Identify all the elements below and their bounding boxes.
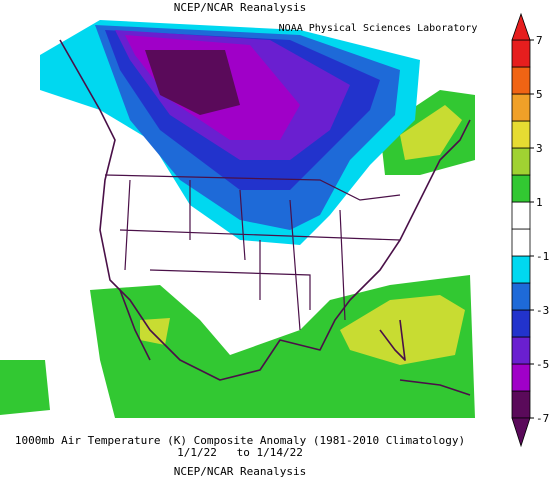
colorbar-bin xyxy=(511,174,531,203)
colorbar-bin xyxy=(511,363,531,392)
colorbar-bin xyxy=(511,390,531,419)
dates: 1/1/22 to 1/14/22 xyxy=(177,446,303,459)
coastline xyxy=(379,319,406,361)
coastline xyxy=(399,379,471,396)
colorbar-bin xyxy=(511,147,531,176)
colorbar-arrow xyxy=(511,417,531,448)
colorbar-tick-label: 1 xyxy=(536,196,543,209)
border xyxy=(104,174,401,331)
colorbar-tick-label: -5 xyxy=(536,358,549,371)
colorbar: 7 5 3 1 -1 -3 -5 -7 xyxy=(511,12,549,448)
anomaly-area xyxy=(140,318,170,345)
colorbar-bin xyxy=(511,201,531,230)
colorbar-bin xyxy=(511,228,531,257)
anomaly-area xyxy=(145,50,240,115)
colorbar-arrow xyxy=(511,12,531,41)
coastline xyxy=(119,289,151,361)
colorbar-tick-label: -7 xyxy=(536,412,549,425)
anomaly-area xyxy=(340,295,465,365)
caption: 1000mb Air Temperature (K) Composite Ano… xyxy=(15,434,465,447)
colorbar-bin xyxy=(511,282,531,311)
colorbar-bin xyxy=(511,39,531,68)
credit: NOAA Physical Sciences Laboratory xyxy=(279,23,478,34)
anomaly-area xyxy=(0,360,50,415)
colorbar-tick-label: 5 xyxy=(536,88,543,101)
colorbar-bin xyxy=(511,93,531,122)
colorbar-bin xyxy=(511,255,531,284)
colorbar-tick-label: 3 xyxy=(536,142,543,155)
colorbar-tick-label: 7 xyxy=(536,34,543,47)
source: NCEP/NCAR Reanalysis xyxy=(174,465,306,478)
colorbar-tick-label: -1 xyxy=(536,250,549,263)
colorbar-bin xyxy=(511,120,531,149)
map xyxy=(0,18,475,418)
colorbar-bin xyxy=(511,309,531,338)
coastline xyxy=(59,39,471,381)
colorbar-bin xyxy=(511,336,531,365)
colorbar-tick-label: -3 xyxy=(536,304,549,317)
title: NCEP/NCAR Reanalysis xyxy=(174,1,306,14)
colorbar-bin xyxy=(511,66,531,95)
anomaly-area xyxy=(400,105,462,160)
